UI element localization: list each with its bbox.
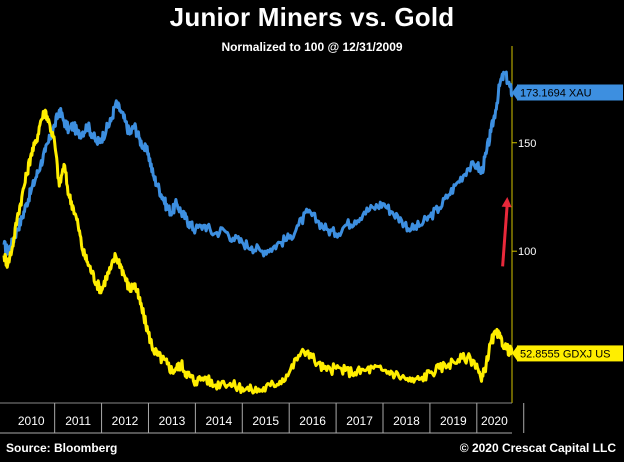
x-tick-label: 2015 xyxy=(252,414,279,428)
x-tick-label: 2017 xyxy=(346,414,373,428)
last-value-label: 52.8555 GDXJ US xyxy=(520,348,611,360)
copyright-note: © 2020 Crescat Capital LLC xyxy=(459,441,616,455)
y-tick-label: 100 xyxy=(518,246,536,258)
x-tick-label: 2010 xyxy=(18,414,45,428)
x-tick-label: 2018 xyxy=(393,414,420,428)
chart-title: Junior Miners vs. Gold xyxy=(169,2,455,32)
source-note: Source: Bloomberg xyxy=(6,441,118,455)
x-tick-label: 2019 xyxy=(440,414,467,428)
chart-subtitle: Normalized to 100 @ 12/31/2009 xyxy=(221,40,403,54)
x-tick-label: 2014 xyxy=(205,414,232,428)
x-tick-label: 2013 xyxy=(159,414,186,428)
series-line-gdxj-us xyxy=(2,108,514,395)
x-tick-label: 2012 xyxy=(112,414,139,428)
last-value-label: 173.1694 XAU xyxy=(520,88,592,100)
annotation-arrow-head xyxy=(501,196,512,208)
x-tick-label: 2016 xyxy=(299,414,326,428)
last-value-tag xyxy=(517,345,623,362)
x-tick-label: 2020 xyxy=(481,414,508,428)
series-line-xau xyxy=(2,70,514,258)
last-value-tag xyxy=(517,84,623,101)
y-tick-label: 150 xyxy=(518,138,536,150)
last-value-pointer xyxy=(512,346,517,361)
annotation-arrow-shaft xyxy=(501,202,509,267)
x-tick-label: 2011 xyxy=(65,414,91,428)
last-value-pointer xyxy=(512,85,517,100)
